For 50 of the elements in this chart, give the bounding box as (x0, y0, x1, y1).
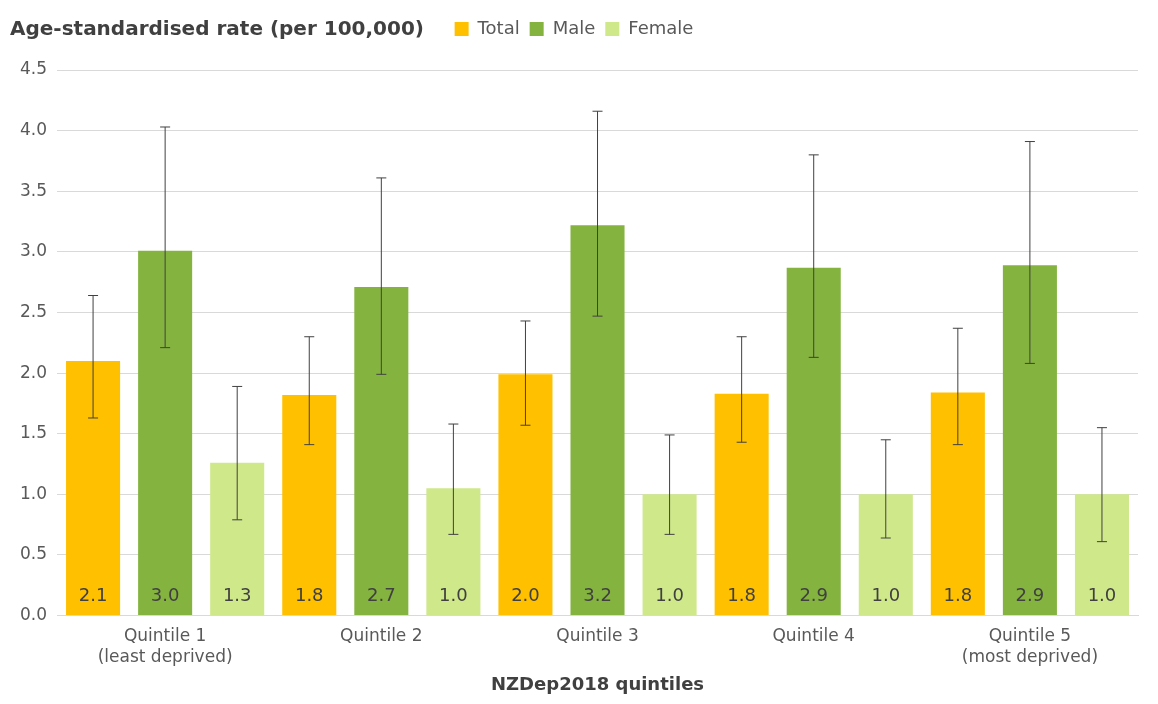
y-tick-label: 2.5 (19, 300, 48, 321)
bar (282, 394, 337, 616)
x-tick-label: Quintile 1 (least deprived) (97, 625, 233, 666)
bar (354, 287, 409, 616)
y-tick-label: 2.0 (19, 361, 48, 382)
data-label: 1.8 (727, 584, 756, 606)
legend-label: Male (552, 16, 596, 38)
bar (1002, 265, 1057, 616)
y-tick-label: 3.0 (19, 240, 48, 261)
bar (498, 374, 553, 616)
bar (930, 392, 985, 616)
x-tick-label: Quintile 5 (most deprived) (961, 625, 1099, 666)
y-tick-label: 0.0 (19, 604, 48, 625)
data-label: 2.7 (367, 584, 396, 606)
x-tick-label: Quintile 3 (556, 625, 639, 646)
data-label: 1.8 (943, 584, 973, 606)
data-label: 1.0 (655, 584, 684, 606)
y-tick-label: 1.0 (19, 482, 48, 503)
legend-label: Total (476, 16, 520, 38)
y-tick-label: 1.5 (19, 422, 48, 443)
data-label: 3.2 (583, 584, 612, 606)
bar (786, 267, 841, 616)
y-tick-label: 3.5 (19, 179, 48, 200)
bar (642, 494, 697, 616)
data-label: 1.0 (871, 584, 901, 606)
bar (210, 462, 265, 616)
y-tick-label: 0.5 (19, 543, 48, 564)
y-tick-label: 4.0 (19, 119, 48, 140)
bar (858, 494, 913, 616)
y-tick-label: 4.5 (19, 58, 48, 79)
data-label: 1.0 (1087, 584, 1117, 606)
bar (138, 250, 193, 616)
bar (66, 360, 121, 616)
data-label: 2.9 (1015, 584, 1045, 606)
x-axis-title: NZDep2018 quintiles (490, 672, 705, 694)
bar (714, 393, 769, 616)
data-label: 1.0 (439, 584, 468, 606)
bar (570, 225, 625, 616)
bar (1074, 494, 1129, 616)
data-label: 2.1 (78, 584, 108, 606)
bar (426, 488, 481, 616)
data-label: 2.9 (799, 584, 829, 606)
data-label: 1.3 (222, 584, 252, 606)
x-tick-label: Quintile 2 (340, 625, 423, 646)
data-label: 1.8 (294, 584, 324, 606)
data-label: 2.0 (511, 584, 540, 606)
y-axis-title: Age-standardised rate (per 100,000) (10, 16, 424, 40)
data-label: 3.0 (150, 584, 180, 606)
legend-label: Female (628, 16, 694, 38)
x-tick-label: Quintile 4 (772, 625, 855, 646)
